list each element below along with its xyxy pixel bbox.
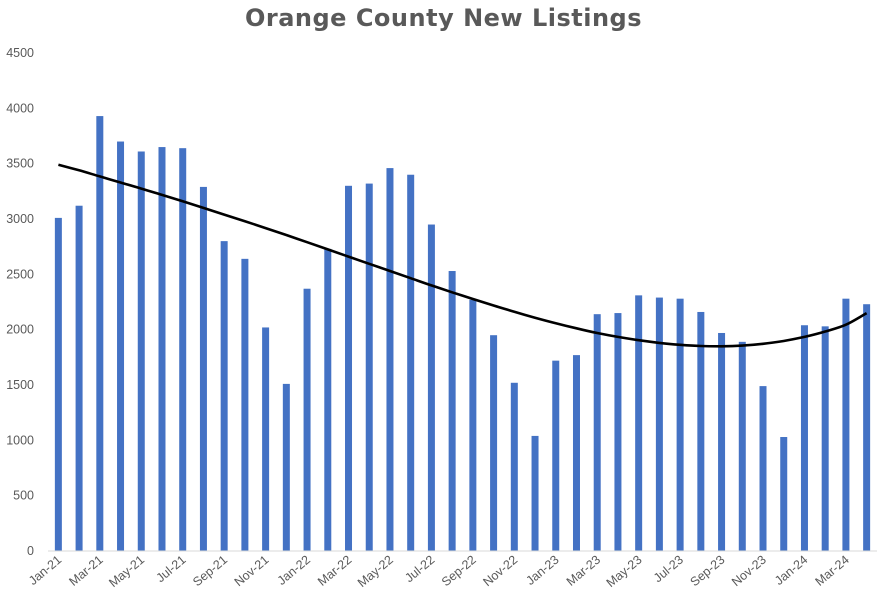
bar (137, 151, 145, 551)
bar (614, 313, 622, 551)
bar (593, 314, 601, 551)
bar (572, 355, 580, 551)
x-tick-label: Sep-21 (190, 553, 230, 590)
bar (448, 271, 456, 551)
x-tick-label: Mar-21 (66, 553, 105, 589)
bar (490, 335, 498, 551)
bar (655, 297, 663, 551)
bar (75, 205, 83, 551)
y-tick-label: 4500 (6, 46, 34, 60)
bar (635, 295, 643, 551)
bar (780, 437, 788, 551)
x-axis-ticks: Jan-21 Mar-21 May-21 Jul-21 Sep-21 Nov-21 Jan-… (26, 553, 852, 591)
bar (117, 141, 125, 552)
bar (469, 299, 477, 551)
y-tick-label: 2000 (6, 323, 34, 337)
bar (738, 341, 746, 551)
bar (800, 325, 808, 551)
bar-series (54, 116, 871, 552)
y-tick-label: 3500 (6, 157, 34, 171)
bar (324, 248, 332, 551)
x-tick-label: May-22 (355, 553, 396, 591)
bar (365, 183, 373, 551)
x-tick-label: Sep-23 (688, 553, 728, 590)
bar (386, 168, 394, 552)
bar (510, 382, 518, 551)
bar (407, 174, 415, 551)
bar (262, 327, 270, 551)
x-tick-label: Nov-21 (232, 553, 272, 590)
bar (697, 311, 705, 551)
x-tick-label: Mar-23 (564, 553, 603, 589)
x-tick-label: May-23 (604, 553, 645, 591)
y-tick-label: 0 (27, 544, 34, 558)
y-axis-ticks: 0 500 1000 1500 2000 2500 3000 3500 4000 4500 (6, 46, 34, 558)
bar (96, 116, 104, 551)
x-tick-label: Jul-21 (154, 553, 189, 586)
bar (821, 326, 829, 551)
x-tick-label: Jan-22 (275, 553, 313, 588)
trend-line (58, 163, 868, 348)
bar (54, 217, 62, 552)
x-tick-label: Jul-22 (402, 553, 437, 586)
bar (199, 186, 207, 551)
x-tick-label: Nov-22 (480, 553, 520, 590)
x-tick-label: Jan-24 (772, 553, 810, 588)
y-tick-label: 4000 (6, 101, 34, 115)
x-tick-label: May-21 (106, 553, 147, 591)
x-tick-label: Sep-22 (439, 553, 479, 590)
x-tick-label: Nov-23 (729, 553, 769, 590)
chart-title: Orange County New Listings (244, 4, 643, 32)
bar (282, 383, 290, 551)
bar (759, 386, 767, 551)
y-tick-label: 1000 (6, 433, 34, 447)
x-tick-label: Mar-22 (315, 553, 354, 589)
bar (842, 298, 850, 551)
x-tick-label: Mar-24 (813, 553, 852, 589)
y-tick-label: 500 (13, 489, 34, 503)
bar (718, 332, 726, 551)
bar (863, 304, 871, 551)
bar (345, 185, 353, 552)
y-tick-label: 2500 (6, 267, 34, 281)
x-tick-label: Jan-23 (523, 553, 561, 588)
bar (676, 298, 684, 551)
bar (158, 147, 166, 552)
y-tick-label: 1500 (6, 378, 34, 392)
bar (179, 148, 187, 551)
bar (303, 288, 311, 551)
bar (220, 241, 228, 551)
bar (552, 360, 560, 551)
y-tick-label: 3000 (6, 212, 34, 226)
x-tick-label: Jul-23 (651, 553, 686, 586)
bar (531, 435, 539, 551)
bar (241, 258, 249, 551)
bar (427, 224, 435, 552)
